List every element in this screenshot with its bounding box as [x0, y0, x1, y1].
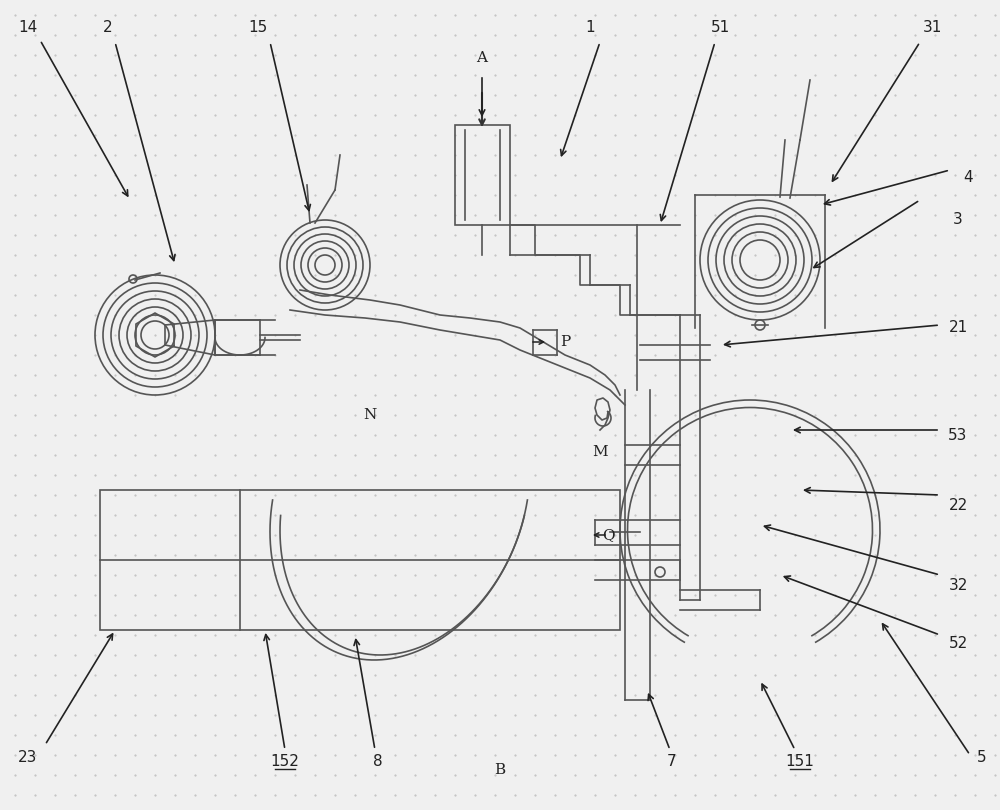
- Text: 21: 21: [948, 321, 968, 335]
- Text: 152: 152: [271, 754, 299, 769]
- Text: 1: 1: [585, 20, 595, 36]
- Text: 23: 23: [18, 751, 38, 765]
- Text: 8: 8: [373, 754, 383, 769]
- Text: 15: 15: [248, 20, 268, 36]
- Bar: [455, 125, 510, 225]
- Text: 52: 52: [948, 636, 968, 650]
- Text: M: M: [592, 445, 608, 459]
- Text: 14: 14: [18, 20, 38, 36]
- Text: 32: 32: [948, 578, 968, 592]
- Text: 5: 5: [977, 751, 987, 765]
- Text: 53: 53: [948, 428, 968, 442]
- Text: N: N: [363, 408, 377, 422]
- Text: 4: 4: [963, 170, 973, 185]
- Text: 7: 7: [667, 754, 677, 769]
- Text: P: P: [560, 335, 570, 349]
- Text: 151: 151: [786, 754, 814, 769]
- Text: 31: 31: [922, 20, 942, 36]
- Bar: [100, 490, 620, 630]
- Text: Q: Q: [602, 528, 614, 542]
- Text: B: B: [494, 763, 506, 777]
- Text: A: A: [477, 51, 488, 65]
- Text: 22: 22: [948, 497, 968, 513]
- Text: 2: 2: [103, 20, 113, 36]
- Text: 51: 51: [710, 20, 730, 36]
- Text: 3: 3: [953, 212, 963, 228]
